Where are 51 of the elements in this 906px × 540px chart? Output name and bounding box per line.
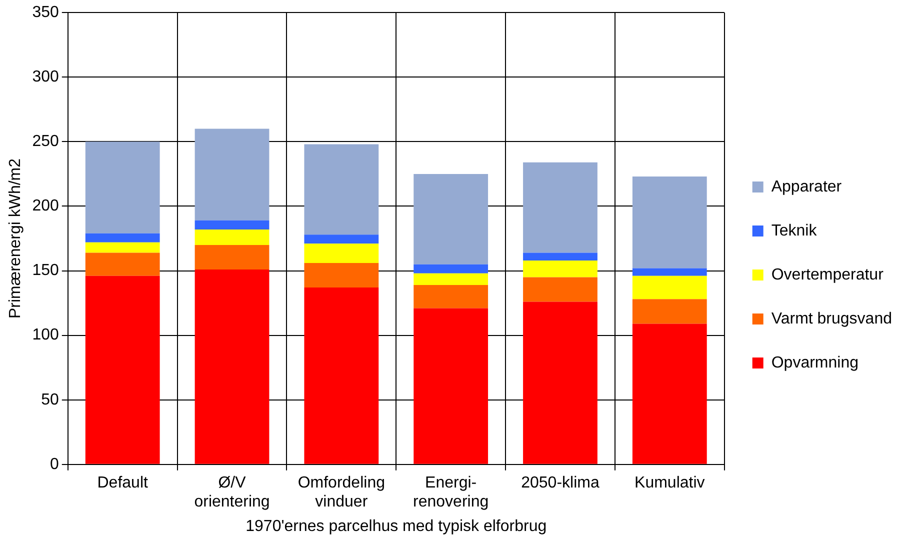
bar <box>304 144 379 235</box>
bar <box>304 263 379 288</box>
bar <box>523 260 598 278</box>
bar <box>304 234 379 244</box>
x-tick-label: Kumulativ <box>634 474 705 492</box>
bar <box>414 273 488 285</box>
bar <box>85 233 160 242</box>
y-tick-label: 300 <box>32 68 59 86</box>
bar <box>194 244 270 270</box>
legend-label: Teknik <box>771 222 818 240</box>
bar <box>194 269 270 464</box>
bar <box>414 284 488 308</box>
y-tick-label: 100 <box>32 326 59 344</box>
x-tick-label: Ø/V orientering <box>194 474 270 511</box>
bar <box>632 324 707 464</box>
y-tick-label: 0 <box>50 456 59 473</box>
bar <box>85 242 160 253</box>
bar <box>414 264 488 274</box>
x-tick-label: 2050-klima <box>521 474 600 492</box>
y-tick-label: 150 <box>32 262 59 280</box>
bar <box>632 276 707 300</box>
bar <box>414 174 488 264</box>
bar <box>85 276 160 464</box>
legend-label: Overtemperatur <box>771 266 884 284</box>
bar <box>85 142 160 234</box>
bar <box>304 288 379 464</box>
y-tick-label: 200 <box>32 198 59 215</box>
bar <box>85 252 160 276</box>
bar <box>194 229 270 245</box>
bar <box>632 176 707 268</box>
bar <box>414 308 488 464</box>
y-axis-title: Primærenergi kWh/m2 <box>7 158 24 319</box>
bar <box>523 302 598 464</box>
bar <box>194 220 270 230</box>
bar <box>523 252 598 260</box>
legend-label: Apparater <box>771 178 842 196</box>
bar <box>632 268 707 276</box>
y-tick-label: 350 <box>32 4 59 22</box>
x-tick-label: Omfordeling vinduer <box>298 474 385 511</box>
legend-label: Opvarmning <box>771 354 859 372</box>
bar <box>304 244 379 264</box>
y-tick-label: 250 <box>32 133 59 150</box>
legend-label: Varmt brugsvand <box>771 310 892 328</box>
bar <box>632 299 707 324</box>
bar <box>194 128 270 220</box>
x-tick-label: Default <box>97 474 148 492</box>
x-tick-label: Energi- renovering <box>413 474 489 511</box>
bar <box>523 277 598 302</box>
y-tick-label: 50 <box>41 391 59 408</box>
x-axis-title: 1970'ernes parcelhus med typisk elforbrug <box>246 518 547 535</box>
bar <box>523 162 598 253</box>
